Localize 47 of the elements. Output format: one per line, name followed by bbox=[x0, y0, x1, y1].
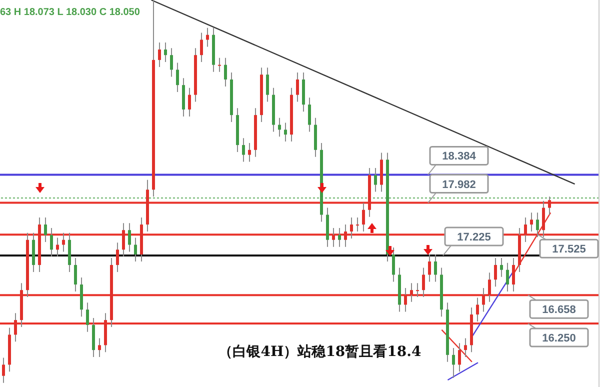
candlestick bbox=[50, 228, 53, 258]
candlestick bbox=[74, 258, 77, 292]
candlestick bbox=[98, 338, 101, 358]
candlestick bbox=[278, 117, 281, 138]
candlestick bbox=[296, 72, 299, 102]
candlestick bbox=[500, 258, 503, 278]
candlestick bbox=[284, 122, 287, 142]
candlestick bbox=[158, 42, 161, 68]
candlestick bbox=[2, 357, 5, 384]
candlestick bbox=[56, 237, 59, 258]
candlestick bbox=[338, 228, 341, 248]
ref-line-label: 16.250 bbox=[542, 332, 576, 345]
candlestick bbox=[206, 27, 209, 48]
candlestick bbox=[218, 57, 221, 72]
candlestick bbox=[530, 212, 533, 232]
ref-line-label: 17.982 bbox=[442, 178, 476, 191]
ref-line-label: 18.384 bbox=[442, 150, 477, 163]
candlestick bbox=[248, 142, 251, 162]
candlestick bbox=[170, 48, 173, 78]
ref-line-label: 17.225 bbox=[457, 232, 491, 244]
candlestick bbox=[44, 217, 47, 242]
ref-line-label: 17.525 bbox=[552, 244, 586, 256]
candlestick bbox=[392, 247, 395, 282]
candlestick bbox=[428, 254, 431, 282]
candlestick bbox=[176, 62, 179, 93]
candlestick bbox=[200, 32, 203, 63]
candlestick bbox=[308, 97, 311, 132]
candlestick bbox=[356, 217, 359, 232]
candlestick bbox=[464, 338, 467, 358]
candlestick bbox=[86, 302, 89, 332]
candlestick bbox=[374, 168, 377, 192]
candlestick bbox=[116, 242, 119, 272]
candlestick bbox=[506, 262, 509, 292]
annotation: （白银4H）站稳18暂且看18.4 bbox=[218, 343, 422, 360]
candlestick bbox=[128, 222, 131, 252]
candlestick bbox=[164, 42, 167, 63]
ref-line-label: 16.658 bbox=[542, 304, 576, 316]
candlestick bbox=[434, 254, 437, 282]
candlestick bbox=[188, 87, 191, 117]
candlestick bbox=[242, 138, 245, 162]
candlestick bbox=[224, 57, 227, 87]
candlestick bbox=[536, 212, 539, 238]
candlestick bbox=[452, 347, 455, 378]
candlestick bbox=[134, 237, 137, 262]
annotation: 63 H 18.073 L 18.030 C 18.050 bbox=[0, 7, 140, 18]
candlestick bbox=[266, 67, 269, 102]
candlestick bbox=[494, 258, 497, 288]
